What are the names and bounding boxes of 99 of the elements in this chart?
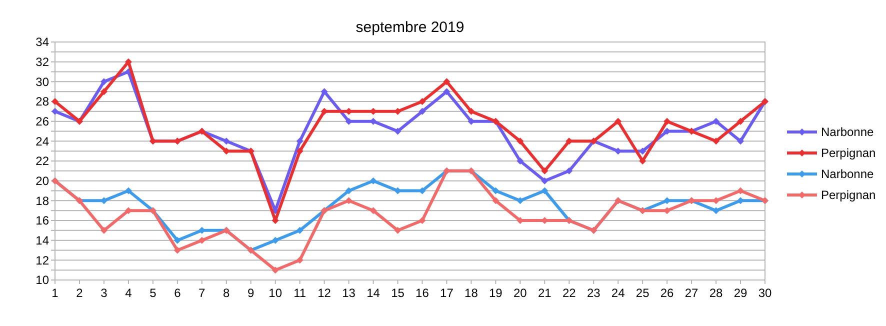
x-tick-label: 28 <box>709 286 724 300</box>
point <box>370 177 377 184</box>
point <box>272 236 279 244</box>
legend-label: Perpignan <box>821 188 876 202</box>
x-tick-label: 14 <box>366 286 380 300</box>
x-tick-label: 27 <box>684 286 699 300</box>
y-tick-label: 16 <box>36 214 50 228</box>
point <box>100 88 108 96</box>
point <box>664 118 671 125</box>
point <box>174 236 181 244</box>
y-tick-label: 20 <box>36 174 50 188</box>
x-tick-label: 24 <box>611 286 626 300</box>
point <box>124 207 132 214</box>
x-tick-label: 3 <box>100 286 108 300</box>
x-tick-label: 4 <box>125 286 132 300</box>
y-tick-label: 34 <box>36 35 50 50</box>
x-tick-label: 18 <box>464 286 478 300</box>
point <box>443 78 450 86</box>
y-tick-label: 18 <box>36 194 50 208</box>
x-tick-label: 10 <box>268 286 282 300</box>
x-tick-label: 30 <box>758 286 772 300</box>
x-tick-label: 15 <box>391 286 405 300</box>
x-tick-label: 21 <box>538 286 552 300</box>
point <box>443 88 450 96</box>
x-tick-label: 17 <box>440 286 454 300</box>
point <box>418 217 426 224</box>
point <box>468 108 475 115</box>
point <box>370 207 377 214</box>
y-tick-label: 14 <box>36 234 50 248</box>
point <box>198 236 206 244</box>
x-tick-label: 2 <box>76 286 84 300</box>
x-tick-label: 13 <box>342 286 356 300</box>
legend-label: Perpignan <box>821 146 876 160</box>
point <box>296 148 304 155</box>
point <box>100 78 108 86</box>
point <box>394 226 402 234</box>
chart-title: septembre 2019 <box>356 19 464 36</box>
point <box>712 138 720 145</box>
x-tick-label: 11 <box>294 286 306 300</box>
point <box>492 187 500 194</box>
point <box>541 177 548 184</box>
point <box>296 226 304 234</box>
point <box>664 207 671 214</box>
y-tick-label: 32 <box>36 55 50 70</box>
point <box>296 138 304 145</box>
point <box>418 98 426 105</box>
legend-label: Narbonne <box>821 167 874 182</box>
point <box>516 197 524 204</box>
x-tick-label: 6 <box>174 286 182 300</box>
point <box>320 88 328 96</box>
point <box>566 167 573 174</box>
y-tick-label: 26 <box>36 114 50 129</box>
y-tick-label: 12 <box>36 253 50 268</box>
point <box>345 197 352 204</box>
point <box>272 266 279 274</box>
x-tick-label: 23 <box>586 286 601 300</box>
y-tick-label: 22 <box>36 154 50 168</box>
point <box>614 118 622 125</box>
y-tick-label: 24 <box>36 134 50 148</box>
y-tick-label: 30 <box>36 74 50 89</box>
point <box>492 197 500 204</box>
point <box>198 226 206 234</box>
point <box>222 138 230 145</box>
point <box>737 118 744 125</box>
x-tick-label: 5 <box>150 286 157 300</box>
x-tick-label: 25 <box>636 286 650 300</box>
point <box>541 187 548 194</box>
point <box>712 207 720 214</box>
point <box>712 118 720 125</box>
x-tick-label: 26 <box>660 286 674 300</box>
point <box>737 138 744 145</box>
x-tick-label: 1 <box>52 286 59 300</box>
point <box>222 148 230 155</box>
point <box>516 138 524 145</box>
x-tick-label: 20 <box>513 286 528 300</box>
x-tick-label: 9 <box>248 286 255 300</box>
point <box>100 226 108 234</box>
point <box>418 108 426 115</box>
x-tick-label: 19 <box>489 286 503 300</box>
x-tick-label: 8 <box>223 286 230 300</box>
y-tick-label: 10 <box>36 273 50 288</box>
x-tick-label: 16 <box>416 286 430 300</box>
point <box>516 158 524 164</box>
point <box>345 187 352 194</box>
x-tick-label: 12 <box>318 286 332 300</box>
x-tick-label: 29 <box>734 286 748 300</box>
point <box>124 187 132 194</box>
point <box>712 197 720 204</box>
point <box>296 256 304 264</box>
y-tick-label: 28 <box>36 94 50 109</box>
legend-label: Narbonne <box>821 125 874 140</box>
x-tick-label: 7 <box>198 286 206 300</box>
point <box>541 167 548 174</box>
point <box>737 187 744 194</box>
point <box>174 246 181 254</box>
x-tick-label: 22 <box>562 286 576 300</box>
point <box>639 148 646 155</box>
point <box>394 128 402 135</box>
point <box>639 158 646 164</box>
